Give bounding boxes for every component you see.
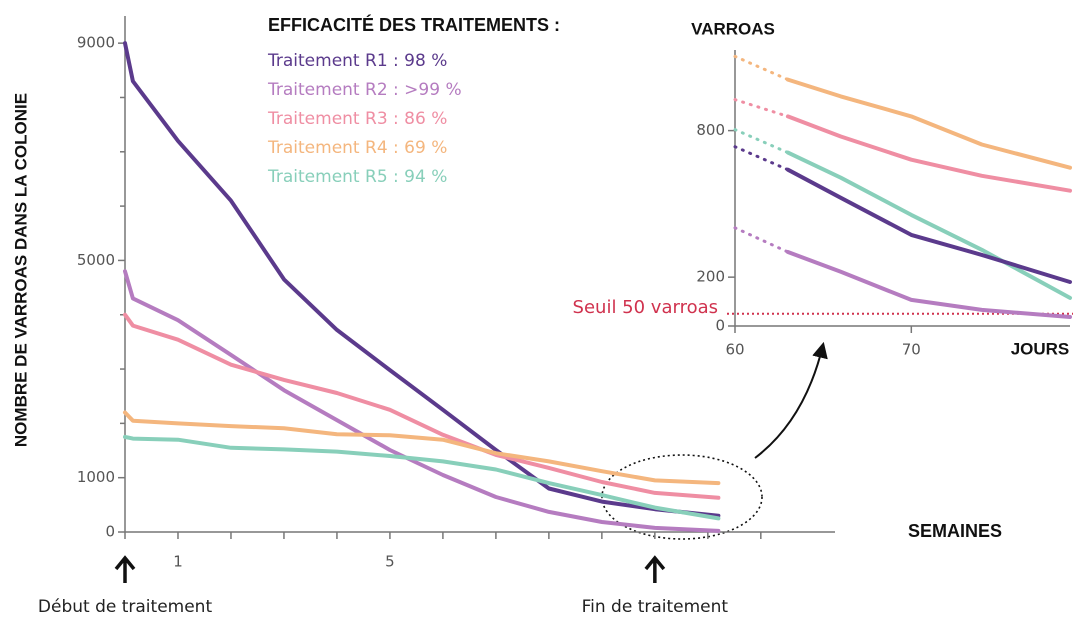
series-line: [785, 167, 1072, 284]
y-tick-label: 9000: [77, 34, 115, 52]
x-tick-label: 5: [385, 553, 395, 571]
y-axis-label: VARROAS: [691, 19, 775, 38]
y-tick-label: 0: [105, 523, 115, 541]
x-axis-label: JOURS: [1011, 339, 1070, 358]
annotation: Début de traitement: [38, 597, 213, 617]
annotation-arrow: [114, 555, 136, 583]
series-line: [123, 312, 721, 500]
annotation: Fin de traitement: [582, 597, 729, 617]
y-tick-label: 0: [715, 317, 725, 335]
y-tick-label: 5000: [77, 251, 115, 269]
zoom-arrow: [754, 341, 828, 459]
y-axis-label: NOMBRE DE VARROAS DANS LA COLONIE: [11, 93, 30, 447]
annotation-arrow: [644, 555, 666, 583]
series-line: [123, 410, 721, 486]
series-line: [785, 114, 1072, 193]
x-tick-label: 1: [173, 553, 183, 571]
series-line: [123, 434, 721, 521]
series-line: [123, 269, 721, 533]
y-tick-label: 200: [696, 268, 725, 286]
series-line: [785, 77, 1072, 170]
legend-entry: Traitement R2 : >99 %: [267, 80, 462, 100]
legend-entry: Traitement R4 : 69 %: [267, 138, 447, 158]
x-tick-label: 60: [725, 341, 744, 359]
series-line: [733, 145, 790, 172]
series-line: [733, 98, 790, 118]
legend-entry: Traitement R3 : 86 %: [267, 109, 447, 129]
x-axis-label: SEMAINES: [908, 521, 1002, 541]
series-line: [785, 150, 1072, 300]
legend-title: EFFICACITÉ DES TRAITEMENTS :: [268, 14, 560, 35]
legend-entry: Traitement R1 : 98 %: [267, 51, 447, 71]
legend-entry: Traitement R5 : 94 %: [267, 167, 447, 187]
y-tick-label: 800: [696, 121, 725, 139]
series-line: [733, 226, 790, 254]
series-line: [123, 41, 721, 518]
threshold-label: Seuil 50 varroas: [573, 297, 718, 318]
series-line: [785, 250, 1072, 319]
x-tick-label: 70: [902, 341, 921, 359]
y-tick-label: 1000: [77, 468, 115, 486]
series-line: [733, 54, 790, 82]
series-line: [733, 128, 790, 155]
